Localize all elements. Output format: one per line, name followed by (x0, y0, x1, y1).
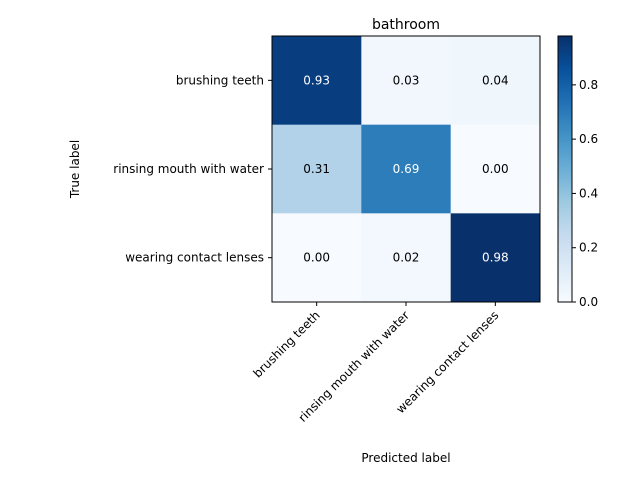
cell-value-label: 0.93 (303, 73, 330, 87)
cell-value-label: 0.69 (393, 162, 420, 176)
x-axis-label: Predicted label (361, 451, 450, 465)
heatmap-cell (450, 124, 541, 214)
y-axis-ticks: brushing teeth rinsing mouth with water we… (113, 73, 272, 265)
cell-value-label: 0.02 (393, 251, 420, 265)
heatmap-cell (450, 36, 541, 126)
heatmap-cell (272, 36, 362, 126)
heatmap-cell (361, 36, 452, 126)
heatmap-cell (272, 124, 362, 214)
cell-value-label: 0.03 (393, 73, 420, 87)
x-tick-label: brushing teeth (251, 308, 323, 380)
heatmap-cell (450, 213, 541, 303)
heatmap-cells (272, 36, 541, 303)
heatmap-cell-labels: 0.93 0.03 0.04 0.31 0.69 0.00 0.00 0.02 0.98 (303, 73, 508, 264)
colorbar-tick-label: 0.2 (579, 241, 598, 255)
y-tick-label: brushing teeth (176, 73, 264, 87)
colorbar-tick-label: 0.0 (579, 295, 598, 309)
y-tick-label: rinsing mouth with water (113, 162, 264, 176)
cell-value-label: 0.31 (303, 162, 330, 176)
cell-value-label: 0.98 (482, 251, 509, 265)
colorbar-tick-label: 0.4 (579, 186, 598, 200)
colorbar-tick-label: 0.8 (579, 78, 598, 92)
heatmap-cell (272, 213, 362, 303)
colorbar-tick-label: 0.6 (579, 132, 598, 146)
y-tick-label: wearing contact lenses (125, 251, 264, 265)
heatmap-cell (361, 213, 452, 303)
cell-value-label: 0.00 (303, 251, 330, 265)
chart-title: bathroom (372, 17, 440, 33)
cell-value-label: 0.04 (482, 73, 509, 87)
y-axis-label: True label (68, 140, 82, 199)
heatmap-cell (361, 124, 452, 214)
x-tick-label: wearing contact lenses (393, 308, 501, 416)
colorbar (557, 35, 573, 303)
cell-value-label: 0.00 (482, 162, 509, 176)
colorbar-ticks: 0.0 0.2 0.4 0.6 0.8 (572, 78, 598, 309)
